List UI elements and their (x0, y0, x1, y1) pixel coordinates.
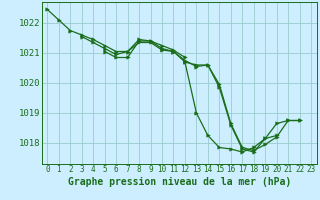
X-axis label: Graphe pression niveau de la mer (hPa): Graphe pression niveau de la mer (hPa) (68, 177, 291, 187)
